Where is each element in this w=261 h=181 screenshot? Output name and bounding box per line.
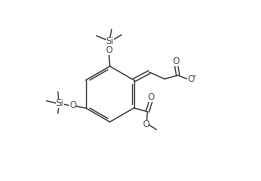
Text: Si: Si [106, 37, 114, 46]
Text: O: O [187, 75, 194, 84]
Text: O: O [143, 120, 150, 129]
Text: O: O [105, 46, 112, 55]
Text: Si: Si [56, 99, 64, 108]
Text: O: O [69, 101, 76, 110]
Text: O: O [173, 57, 180, 66]
Text: O: O [148, 92, 155, 102]
